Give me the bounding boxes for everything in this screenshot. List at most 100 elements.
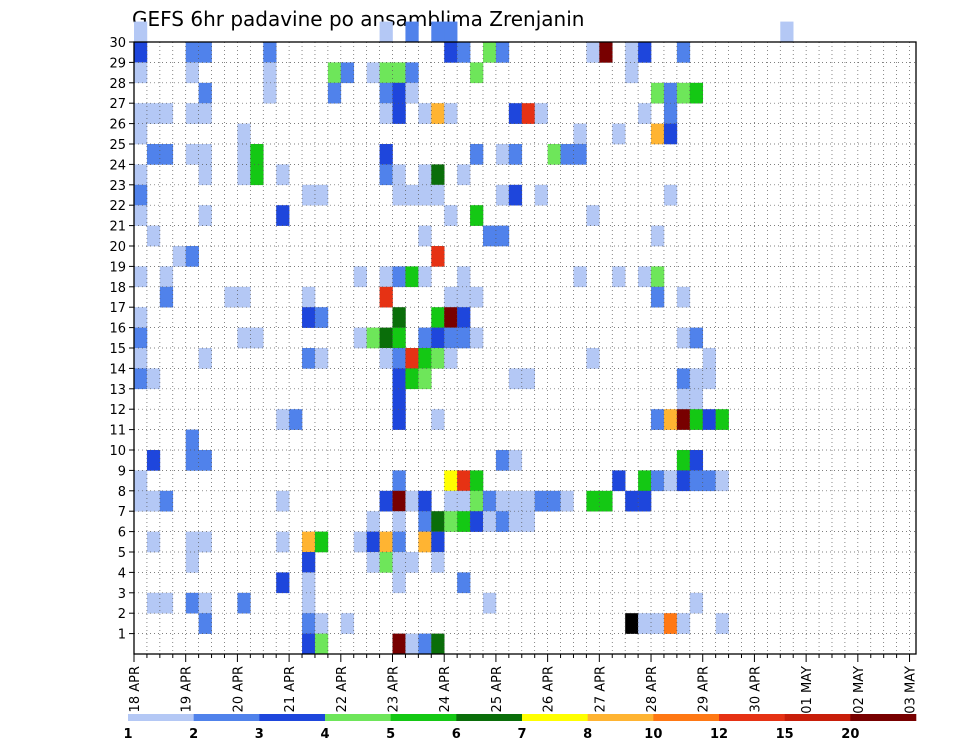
y-tick-label: 12 xyxy=(109,403,126,418)
heatmap-cell xyxy=(302,531,316,553)
heatmap-cell xyxy=(392,327,406,349)
heatmap-cell xyxy=(172,246,187,267)
heatmap-cell xyxy=(431,511,445,532)
heatmap-cell xyxy=(418,225,432,247)
heatmap-cell xyxy=(573,266,587,288)
x-tick-label: 21 APR xyxy=(283,666,298,712)
heatmap-cell xyxy=(431,633,445,655)
heatmap-cell xyxy=(676,368,691,390)
legend-swatch xyxy=(719,714,785,721)
heatmap-cell xyxy=(651,225,665,247)
heatmap-cell xyxy=(573,144,587,165)
legend-label: 20 xyxy=(841,727,859,742)
heatmap-cell xyxy=(444,327,458,349)
heatmap-cell xyxy=(185,62,199,84)
heatmap-cell xyxy=(379,144,393,165)
heatmap-cell xyxy=(379,82,393,104)
heatmap-cell xyxy=(159,144,174,165)
y-tick-label: 24 xyxy=(109,158,126,173)
heatmap-cell xyxy=(392,470,406,492)
heatmap-cell xyxy=(379,348,393,369)
y-tick-label: 5 xyxy=(118,546,126,561)
heatmap-cell xyxy=(314,348,329,369)
heatmap-cell xyxy=(470,286,484,308)
legend-label: 15 xyxy=(776,727,794,742)
heatmap-cell xyxy=(134,123,148,145)
heatmap-cell xyxy=(392,511,406,532)
heatmap-cell xyxy=(366,552,380,573)
heatmap-cell xyxy=(185,429,199,451)
heatmap-cell xyxy=(198,103,212,124)
heatmap-cell xyxy=(612,123,626,145)
heatmap-cell xyxy=(689,368,704,390)
x-tick-label: 25 APR xyxy=(490,666,505,712)
legend-label: 10 xyxy=(644,727,662,742)
heatmap-cell xyxy=(444,511,458,532)
x-tick-label: 03 MAY xyxy=(904,666,919,714)
heatmap-cell xyxy=(599,490,613,512)
heatmap-cell xyxy=(237,286,251,308)
legend-label: 6 xyxy=(452,727,461,742)
heatmap-cell xyxy=(638,470,652,492)
heatmap-cell xyxy=(276,572,290,594)
heatmap-cell xyxy=(431,184,445,206)
heatmap-cell xyxy=(418,348,432,369)
heatmap-cell xyxy=(560,144,574,165)
heatmap-cell xyxy=(405,62,419,84)
heatmap-cell xyxy=(431,348,445,369)
heatmap-cell xyxy=(689,470,704,492)
legend-swatch xyxy=(456,714,523,721)
heatmap-cell xyxy=(689,388,704,410)
heatmap-cell xyxy=(444,348,458,369)
heatmap-cell xyxy=(457,327,471,349)
heatmap-cell xyxy=(599,42,613,63)
heatmap-cell xyxy=(470,205,484,226)
heatmap-cell xyxy=(314,184,329,206)
heatmap-cell xyxy=(250,164,264,186)
heatmap-cell xyxy=(651,266,665,288)
heatmap-cell xyxy=(715,409,729,430)
heatmap-cell xyxy=(663,103,678,124)
heatmap-cell xyxy=(508,450,523,471)
heatmap-cell xyxy=(676,286,691,308)
heatmap-cell xyxy=(444,103,458,124)
heatmap-cell xyxy=(470,62,484,84)
y-tick-label: 4 xyxy=(118,566,126,581)
heatmap-cell xyxy=(715,613,729,634)
y-tick-label: 2 xyxy=(118,607,126,622)
heatmap-cell xyxy=(392,552,406,573)
x-tick-label: 26 APR xyxy=(542,666,557,712)
heatmap-cell xyxy=(418,103,432,124)
heatmap-cell xyxy=(276,531,290,553)
heatmap-cell xyxy=(302,633,316,655)
x-tick-label: 30 APR xyxy=(748,666,763,712)
heatmap-cell xyxy=(457,164,471,186)
heatmap-cell xyxy=(276,205,290,226)
legend-swatch xyxy=(850,714,917,721)
heatmap-cell xyxy=(521,103,535,124)
heatmap-cell xyxy=(586,205,600,226)
heatmap-cell xyxy=(663,184,678,206)
heatmap-cell xyxy=(198,592,212,614)
heatmap-cell xyxy=(676,613,691,634)
y-tick-label: 17 xyxy=(109,301,126,316)
y-tick-label: 25 xyxy=(109,138,126,153)
heatmap-cell xyxy=(470,511,484,532)
heatmap-cell xyxy=(431,103,445,124)
heatmap-cells xyxy=(134,21,794,655)
heatmap-cell xyxy=(392,633,406,655)
heatmap-cell xyxy=(134,62,148,84)
heatmap-cell xyxy=(263,82,277,104)
y-tick-label: 8 xyxy=(118,485,126,500)
heatmap-cell xyxy=(392,348,406,369)
heatmap-cell xyxy=(159,286,174,308)
x-tick-label: 01 MAY xyxy=(800,666,815,714)
x-tick-label: 23 APR xyxy=(387,666,402,712)
heatmap-cell xyxy=(534,490,548,512)
heatmap-cell xyxy=(663,613,678,634)
heatmap-cell xyxy=(379,266,393,288)
heatmap-cell xyxy=(366,531,380,553)
y-axis: 1234567891011121314151617181920212223242… xyxy=(109,36,134,643)
heatmap-cell xyxy=(495,225,510,247)
